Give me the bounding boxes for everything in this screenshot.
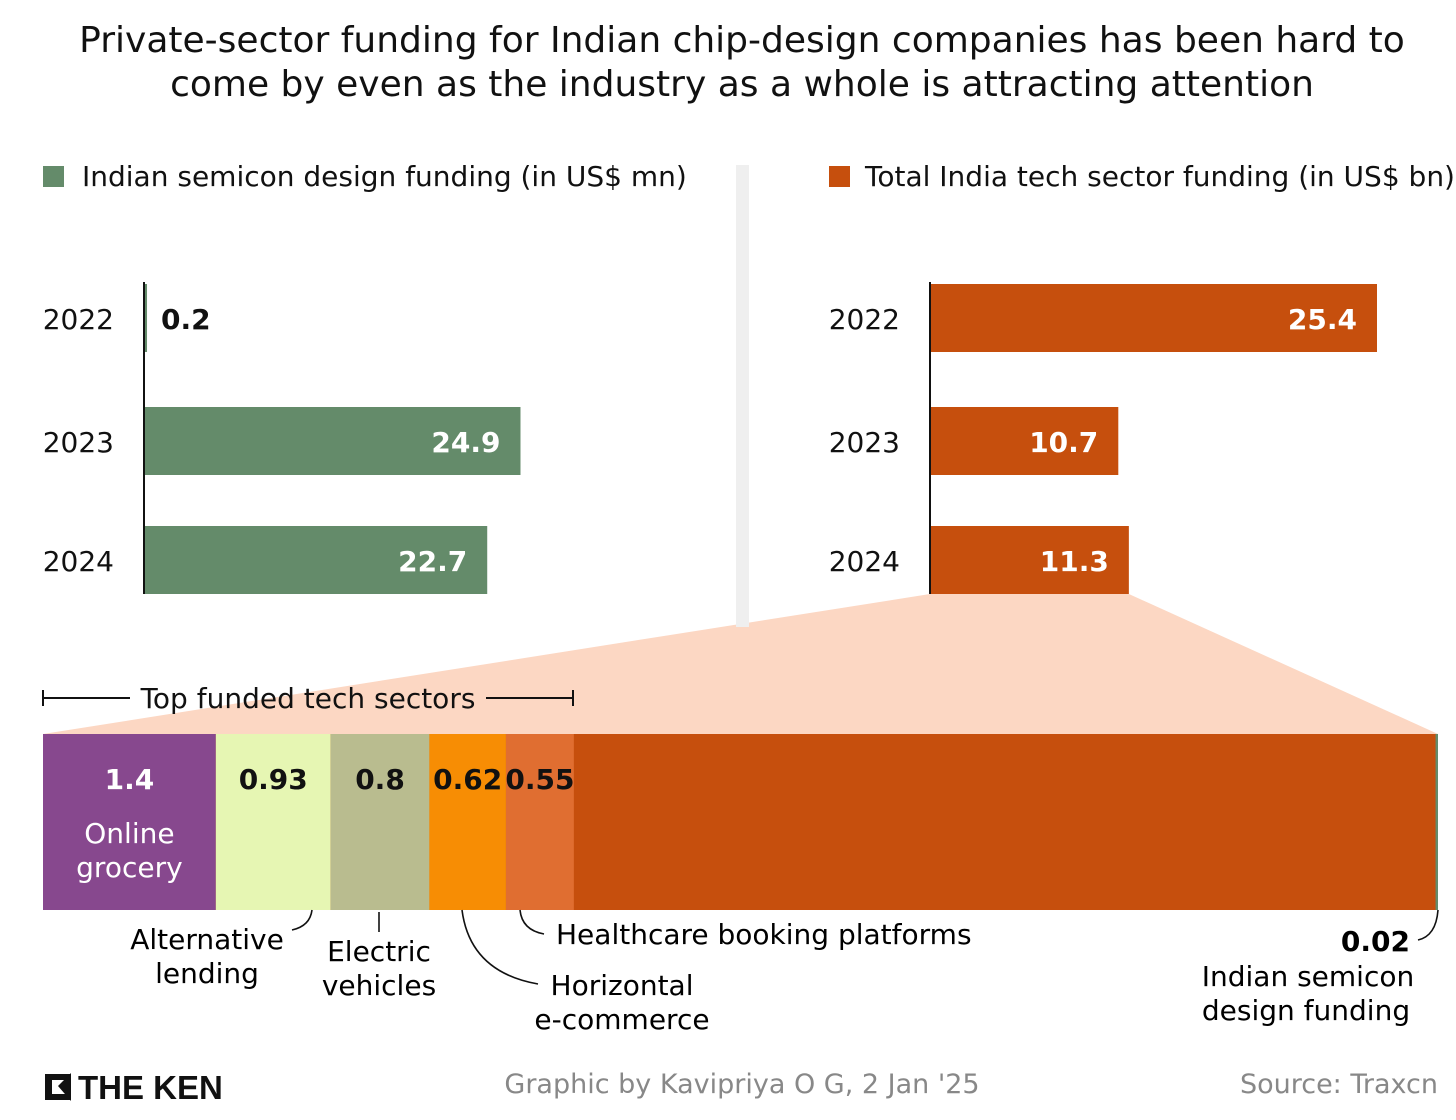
callout-line-healthcare	[519, 909, 545, 935]
semicon-bar	[144, 284, 148, 352]
segment-value-electric-vehicles: 0.8	[355, 763, 405, 796]
tech-bar	[930, 284, 1377, 352]
segment-online-grocery	[43, 734, 216, 910]
segment-name-online-grocery-2: grocery	[76, 851, 183, 884]
panel-divider	[736, 165, 749, 627]
tech-bar	[930, 407, 1119, 475]
zoom-wedge	[43, 594, 1438, 734]
tech-year-label: 2022	[829, 303, 900, 336]
segment-value-online-grocery: 1.4	[105, 763, 155, 796]
semicon-value-label: 0.2	[161, 303, 211, 336]
legend-swatch-tech	[829, 166, 850, 187]
segment-horizontal-ecommerce	[429, 734, 506, 910]
callout-line-semicon	[1417, 909, 1439, 941]
semicon-bar	[144, 526, 488, 594]
segment-value-horizontal-ecommerce: 0.62	[433, 763, 502, 796]
callout-line-horizontal-ecommerce	[461, 909, 539, 985]
label-semicon-value: 0.02	[1341, 925, 1410, 958]
callout-line-alternative-lending	[291, 909, 313, 931]
label-alternative-lending-1: Alternative	[130, 923, 284, 956]
segment-alternative-lending	[215, 734, 331, 910]
subtitle-line-1: Private-sector funding for Indian chip-d…	[79, 20, 1405, 61]
tech-year-label: 2023	[829, 426, 900, 459]
label-horizontal-ecommerce-1: Horizontal	[551, 969, 694, 1002]
semicon-year-label: 2022	[43, 303, 114, 336]
tech-bar-group: 2022 25.4 2023 10.7 2024 11.3	[829, 282, 1377, 594]
legend-tech: Total India tech sector funding (in US$ …	[864, 160, 1455, 193]
tech-value-label: 11.3	[1040, 545, 1109, 578]
label-horizontal-ecommerce-2: e-commerce	[534, 1003, 709, 1036]
legend-swatch-semicon	[43, 166, 64, 187]
label-semicon-2: design funding	[1202, 994, 1410, 1027]
segment-semicon	[1435, 734, 1438, 910]
semicon-value-label: 24.9	[431, 426, 500, 459]
label-semicon-1: Indian semicon	[1202, 960, 1415, 993]
tech-value-label: 10.7	[1029, 426, 1098, 459]
tech-year-label: 2024	[829, 545, 900, 578]
footer-credit: Graphic by Kavipriya O G, 2 Jan '25	[504, 1069, 979, 1100]
subtitle-line-2: come by even as the industry as a whole …	[170, 64, 1314, 105]
semicon-bar-group: 2022 0.2 2023 24.9 2024 22.7	[43, 282, 521, 594]
label-electric-vehicles-1: Electric	[327, 935, 431, 968]
brand-logo: THE KEN	[45, 1069, 223, 1106]
segment-value-alternative-lending: 0.93	[239, 763, 308, 796]
segment-value-healthcare-booking: 0.55	[505, 763, 574, 796]
segment-name-online-grocery: Online	[84, 817, 174, 850]
top-sectors-label: Top funded tech sectors	[140, 682, 476, 715]
semicon-year-label: 2023	[43, 426, 114, 459]
callout-labels: Alternative lending Electric vehicles He…	[130, 918, 1414, 1036]
brand-wordmark: THE KEN	[78, 1069, 223, 1106]
tech-value-label: 25.4	[1288, 303, 1357, 336]
brand-mark-icon	[45, 1074, 70, 1100]
callout-lines	[291, 909, 1439, 985]
semicon-value-label: 22.7	[398, 545, 467, 578]
segment-healthcare-booking	[505, 734, 574, 910]
footer-source: Source: Traxcn	[1240, 1069, 1438, 1100]
label-alternative-lending-2: lending	[155, 957, 259, 990]
semicon-year-label: 2024	[43, 545, 114, 578]
tech-bar	[930, 526, 1129, 594]
legend-semicon: Indian semicon design funding (in US$ mn…	[82, 160, 687, 193]
label-electric-vehicles-2: vehicles	[322, 969, 436, 1002]
label-healthcare: Healthcare booking platforms	[556, 918, 972, 951]
segment-electric-vehicles	[330, 734, 430, 910]
semicon-bar	[144, 407, 521, 475]
